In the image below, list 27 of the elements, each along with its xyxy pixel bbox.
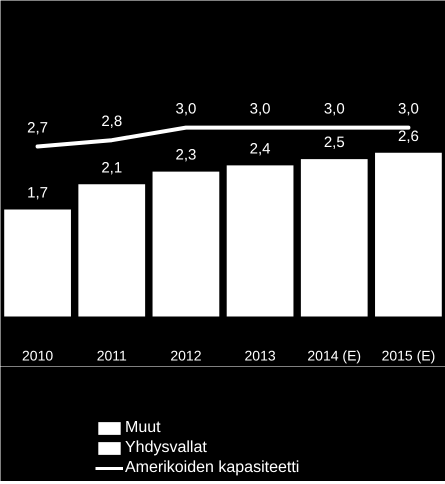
legend-label: Muut	[125, 419, 161, 437]
x-tick-label: 2012	[170, 348, 202, 364]
x-tick-label: 2014 (E)	[307, 348, 362, 364]
data-label: 3,0	[324, 100, 345, 118]
bar	[375, 152, 442, 316]
legend-label: Yhdysvallat	[125, 439, 207, 457]
data-label: 2,3	[175, 146, 196, 164]
data-label: 2,8	[101, 113, 122, 130]
bar	[226, 165, 294, 316]
x-tick-label: 2015 (E)	[382, 348, 436, 364]
data-label: 2,5	[324, 134, 345, 152]
data-label: 2,4	[250, 140, 271, 158]
bar	[152, 172, 220, 316]
data-label: 2,7	[27, 120, 48, 136]
data-label: 3,0	[175, 100, 196, 118]
bar	[78, 184, 146, 316]
data-label: 3,0	[250, 100, 271, 118]
data-label: 2,6	[398, 128, 419, 145]
bar	[4, 209, 71, 316]
x-tick-label: 2010	[22, 348, 54, 364]
data-label: 1,7	[27, 184, 48, 202]
legend-label: Amerikoiden kapasiteetti	[125, 459, 300, 477]
data-label: 2,1	[101, 159, 122, 176]
data-label: 3,0	[398, 100, 419, 118]
x-tick-label: 2011	[96, 348, 128, 364]
x-tick-label: 2013	[244, 348, 276, 364]
bar	[300, 159, 368, 316]
